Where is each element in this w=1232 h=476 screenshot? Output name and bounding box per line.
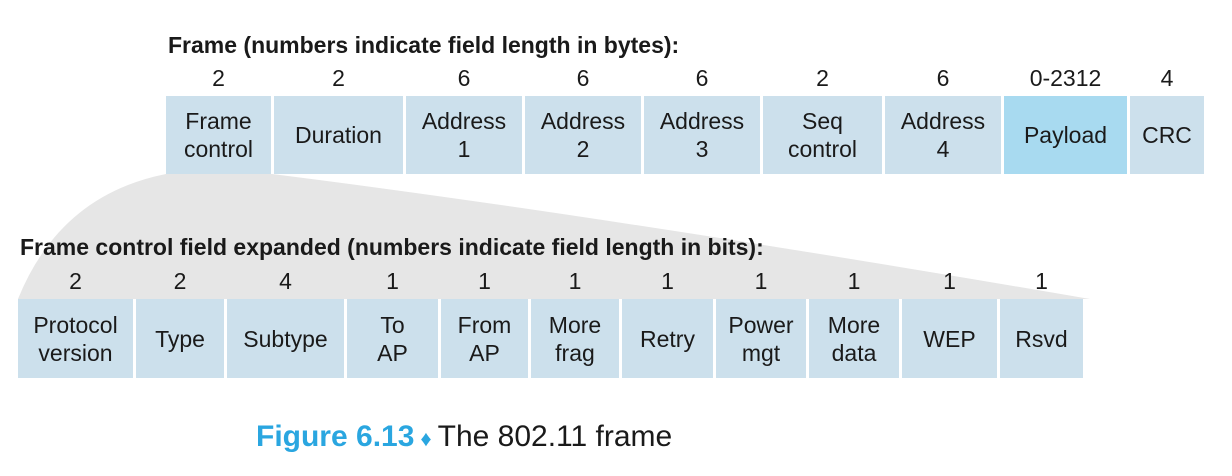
length-subtype: 4 bbox=[279, 268, 292, 294]
field-rsvd: Rsvd bbox=[1000, 299, 1083, 378]
field-address-1: Address 1 bbox=[406, 96, 522, 174]
field-protocol-version: Protocol version bbox=[18, 299, 133, 378]
field-crc: CRC bbox=[1130, 96, 1204, 174]
length-more-frag: 1 bbox=[568, 268, 582, 294]
field-retry: Retry bbox=[622, 299, 713, 378]
field-more-frag: More frag bbox=[531, 299, 619, 378]
field-to-ap: To AP bbox=[347, 299, 438, 378]
field-type: Type bbox=[136, 299, 224, 378]
field-more-data: More data bbox=[809, 299, 899, 378]
field-frame-control: Frame control bbox=[166, 96, 271, 174]
length-protocol-version: 2 bbox=[69, 268, 82, 294]
length-to-ap: 1 bbox=[386, 268, 399, 294]
caption-separator-icon: ♦ bbox=[420, 426, 432, 451]
frame-title: Frame (numbers indicate field length in … bbox=[168, 32, 680, 58]
field-from-ap: From AP bbox=[441, 299, 528, 378]
length-address-3: 6 bbox=[695, 65, 709, 91]
field-wep: WEP bbox=[902, 299, 997, 378]
length-duration: 2 bbox=[332, 65, 345, 91]
field-address-4: Address 4 bbox=[885, 96, 1001, 174]
field-address-2: Address 2 bbox=[525, 96, 641, 174]
field-subtype: Subtype bbox=[227, 299, 344, 378]
length-rsvd: 1 bbox=[1035, 268, 1048, 294]
length-power-mgt: 1 bbox=[754, 268, 768, 294]
length-address-4: 6 bbox=[936, 65, 950, 91]
frame-control-fields-row: Protocol version Type Subtype To AP From AP M… bbox=[18, 299, 1086, 378]
field-payload: Payload bbox=[1004, 96, 1127, 174]
length-address-2: 6 bbox=[576, 65, 590, 91]
figure-caption: Figure 6.13 ♦ The 802.11 frame bbox=[256, 420, 672, 454]
field-duration: Duration bbox=[274, 96, 403, 174]
field-seq-control: Seq control bbox=[763, 96, 882, 174]
field-power-mgt: Power mgt bbox=[716, 299, 806, 378]
length-seq-control: 2 bbox=[816, 65, 829, 91]
length-from-ap: 1 bbox=[478, 268, 491, 294]
caption-text: The 802.11 frame bbox=[437, 420, 673, 453]
length-retry: 1 bbox=[661, 268, 674, 294]
length-wep: 1 bbox=[943, 268, 956, 294]
length-address-1: 6 bbox=[457, 65, 471, 91]
length-payload: 0-2312 bbox=[1029, 65, 1102, 91]
figure-number: Figure 6.13 bbox=[256, 420, 415, 453]
frame-control-title: Frame control field expanded (numbers in… bbox=[20, 234, 764, 260]
length-more-data: 1 bbox=[847, 268, 861, 294]
length-type: 2 bbox=[173, 268, 187, 294]
length-frame-control: 2 bbox=[212, 65, 225, 91]
length-crc: 4 bbox=[1160, 65, 1174, 91]
field-address-3: Address 3 bbox=[644, 96, 760, 174]
